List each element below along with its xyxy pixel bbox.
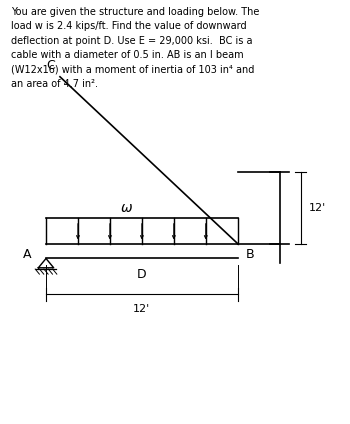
Text: A: A [23, 248, 31, 261]
Text: B: B [245, 248, 254, 261]
Text: 12': 12' [133, 304, 150, 314]
Text: You are given the structure and loading below. The
load w is 2.4 kips/ft. Find t: You are given the structure and loading … [11, 7, 260, 89]
Text: D: D [137, 268, 147, 281]
Text: C: C [46, 59, 55, 72]
Text: 12': 12' [309, 203, 327, 213]
Text: ω: ω [121, 201, 133, 215]
